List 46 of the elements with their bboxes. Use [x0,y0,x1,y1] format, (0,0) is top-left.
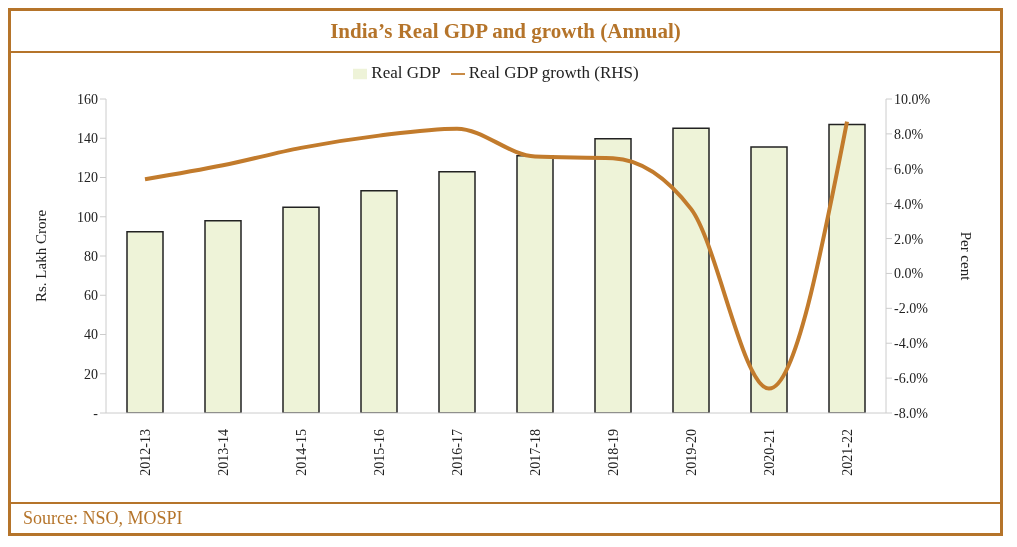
y2-tick-label: -4.0% [894,336,929,352]
y-tick-label: 120 [77,170,98,186]
bar [126,230,164,413]
x-tick-label: 2018-19 [605,429,621,476]
x-tick-label: 2017-18 [527,429,543,476]
y2-tick-label: 4.0% [894,196,924,212]
y-tick-label: 140 [77,131,98,147]
y-tick-label: 80 [84,248,98,264]
line-series [143,119,849,391]
bar [828,123,866,413]
legend-label: Real GDP growth (RHS) [468,63,639,82]
x-tick-label: 2020-21 [761,429,777,476]
x-tick-label: 2013-14 [215,429,231,476]
y2-tick-label: -6.0% [894,371,929,387]
legend-label: Real GDP [371,63,441,82]
y2-tick-label: 8.0% [894,126,924,142]
y-axis-title: Rs. Lakh Crore [33,209,50,303]
source-note: Source: NSO, MOSPI [23,508,184,529]
y2-tick-label: 10.0% [894,91,931,107]
x-tick-label: 2016-17 [449,429,465,476]
bar [594,138,632,413]
bar [204,220,242,413]
y-tick-label: 40 [84,327,98,343]
x-tick-label: 2021-22 [839,429,855,476]
chart-title: India’s Real GDP and growth (Annual) [11,11,1000,53]
y-tick-label: 20 [84,366,98,382]
y2-tick-label: -2.0% [894,301,929,317]
y2-tick-label: -8.0% [894,405,929,421]
x-tick-label: 2012-13 [137,429,153,476]
y2-tick-label: 6.0% [894,161,924,177]
y-tick-label: 60 [84,288,98,304]
x-tick-label: 2019-20 [683,429,699,476]
y-tick-label: 160 [77,91,98,107]
x-tick-label: 2014-15 [293,429,309,476]
bar [672,127,710,413]
y-tick-label: 100 [77,209,98,225]
y2-tick-label: 2.0% [894,231,924,247]
x-tick-label: 2015-16 [371,429,387,476]
bar [516,154,554,413]
bar [750,146,788,413]
bar [282,206,320,413]
y-tick-label: - [93,405,99,421]
bar [360,189,398,413]
y2-axis-title: Per cent [957,231,974,282]
bar [438,171,476,413]
y2-tick-label: 0.0% [894,266,924,282]
